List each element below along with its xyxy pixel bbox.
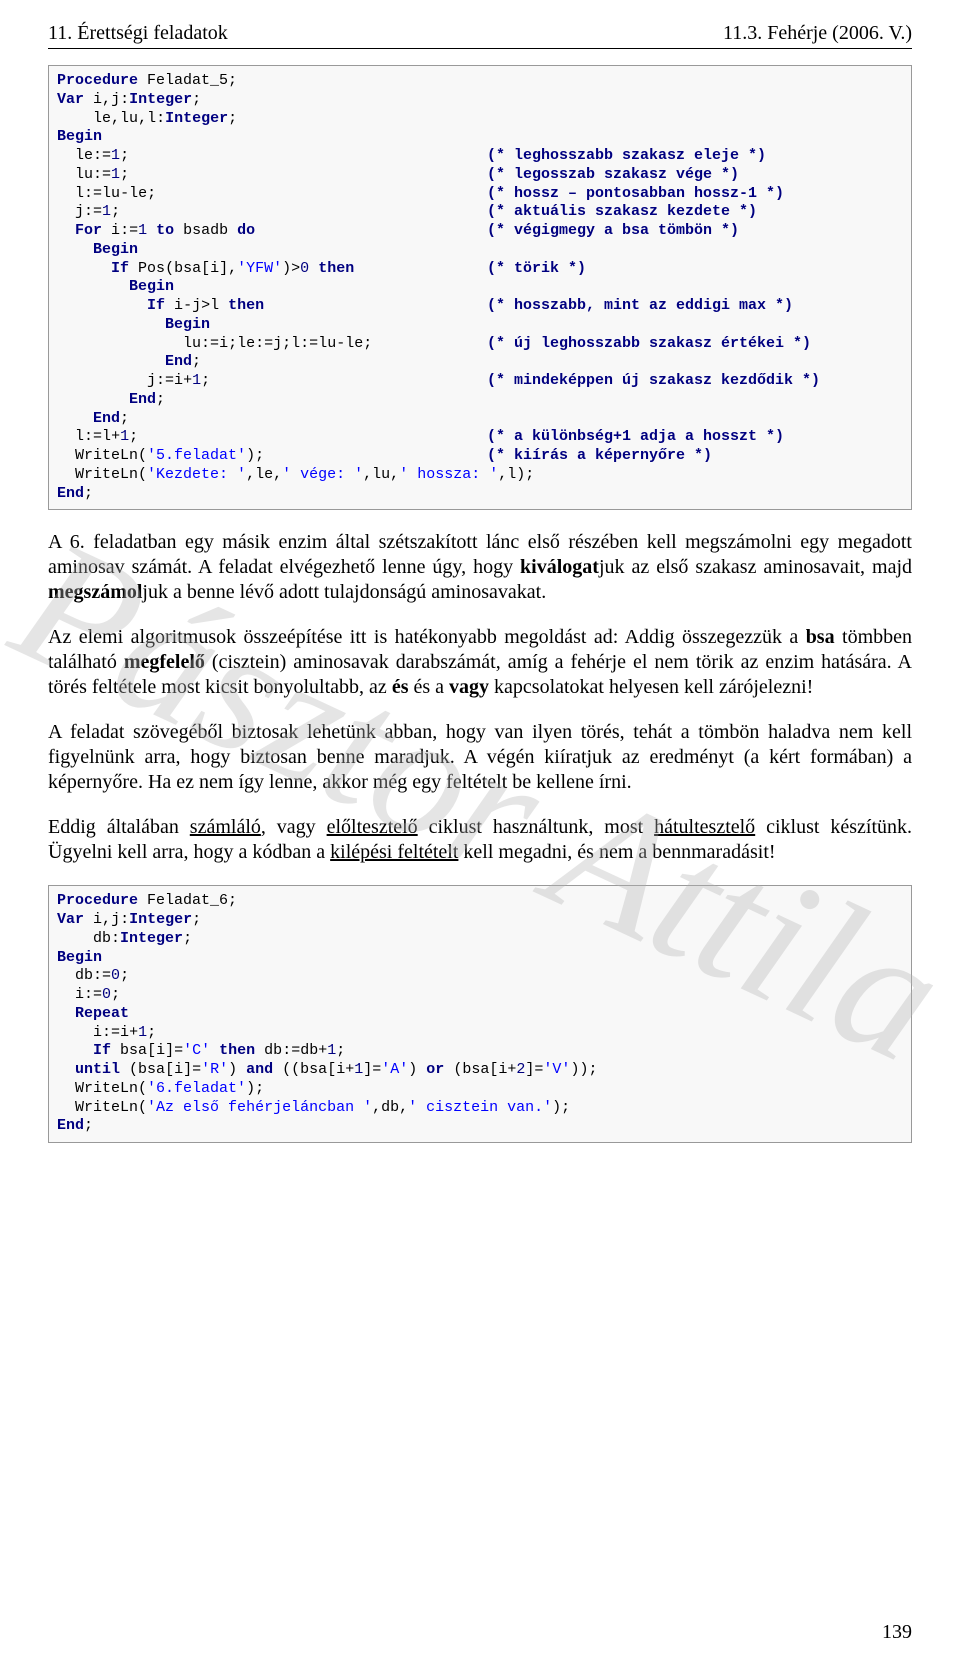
para1-post: juk a benne lévő adott tulajdonságú amin… xyxy=(142,581,546,603)
para2-mid3: és a xyxy=(408,676,449,698)
para1-megszamol: megszámol xyxy=(48,581,142,603)
para4-szamlalo: számláló xyxy=(190,816,261,838)
para2-post: kapcsolatokat helyesen kell zárójelezni! xyxy=(489,676,813,698)
header-left: 11. Érettségi feladatok xyxy=(48,22,228,45)
page-header: 11. Érettségi feladatok 11.3. Fehérje (2… xyxy=(48,22,912,45)
para2-pre: Az elemi algoritmusok összeépítése itt i… xyxy=(48,626,806,648)
para4-hatultesztelo: hátultesztelő xyxy=(654,816,755,838)
code-block-feladat-6: Procedure Feladat_6;Var i,j:Integer; db:… xyxy=(48,885,912,1143)
header-divider xyxy=(48,48,912,49)
para4-mid1: , vagy xyxy=(261,816,327,838)
para1-kivalogat: kiválogat xyxy=(520,556,599,578)
para2-megfelelo: megfelelő xyxy=(124,651,205,673)
para4-mid2: ciklust használtunk, most xyxy=(418,816,654,838)
para2-bsa: bsa xyxy=(806,626,835,648)
para4-post: kell megadni, és nem a bennmaradásit! xyxy=(458,841,775,863)
para4-eloltesztelo: előltesztelő xyxy=(327,816,418,838)
para4-kilepesi: kilépési feltételt xyxy=(330,841,458,863)
header-right: 11.3. Fehérje (2006. V.) xyxy=(723,22,912,45)
para4-pre: Eddig általában xyxy=(48,816,190,838)
paragraph-2: Az elemi algoritmusok összeépítése itt i… xyxy=(48,625,912,700)
paragraph-1: A 6. feladatban egy másik enzim által sz… xyxy=(48,530,912,605)
code-block-feladat-5: Procedure Feladat_5;Var i,j:Integer; le,… xyxy=(48,65,912,510)
para2-vagy: vagy xyxy=(449,676,489,698)
para1-mid1: juk az első szakasz aminosavait, majd xyxy=(599,556,912,578)
paragraph-3: A feladat szövegéből biztosak lehetünk a… xyxy=(48,720,912,795)
page-number: 139 xyxy=(882,1621,912,1644)
para2-es: és xyxy=(392,676,409,698)
paragraph-4: Eddig általában számláló, vagy előlteszt… xyxy=(48,815,912,865)
